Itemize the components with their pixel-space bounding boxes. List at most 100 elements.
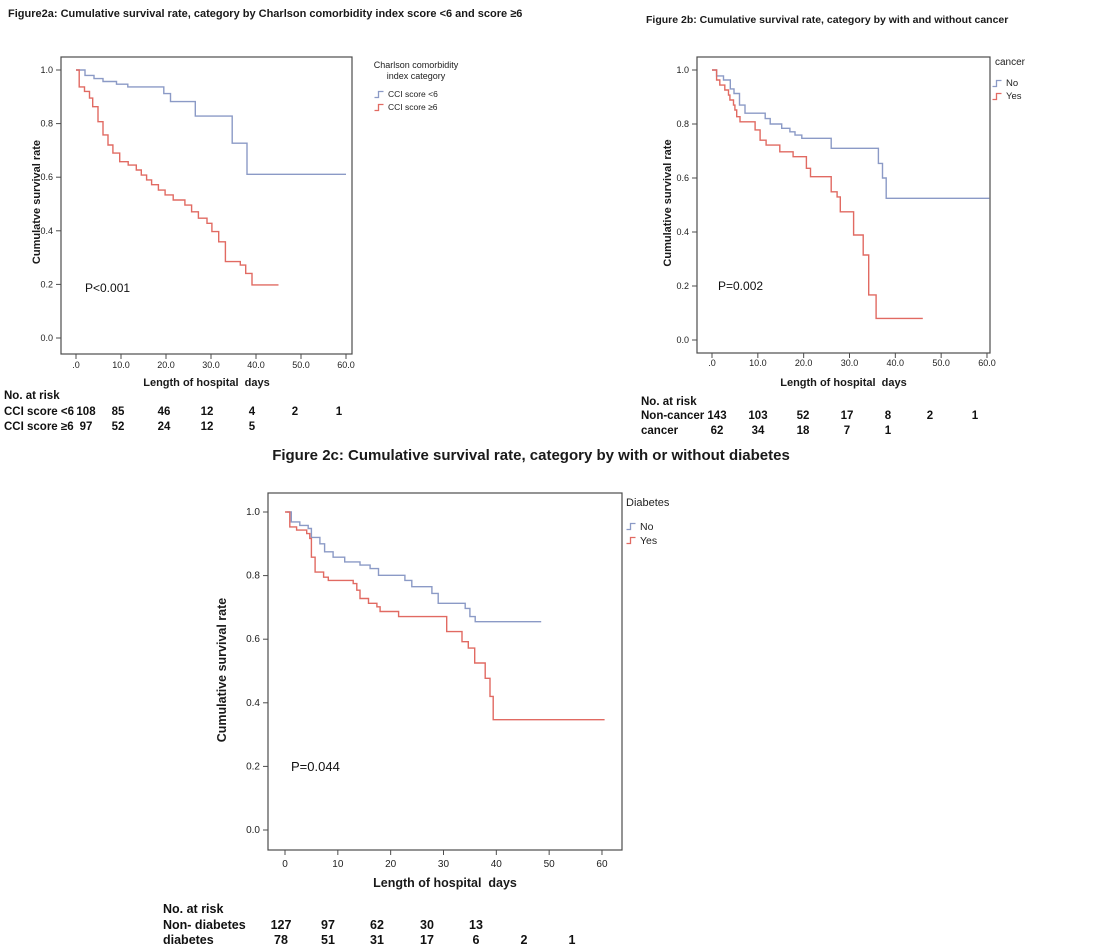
legend-title-2c: Diabetes [626, 497, 670, 509]
step-line-icon [992, 92, 1002, 100]
p-value-label-2b: P=0.002 [718, 279, 764, 293]
x-tick-label: 60.0 [337, 360, 355, 370]
x-tick-label: 40 [491, 859, 503, 870]
at-risk-count: 143 [707, 410, 727, 422]
figure-2a-panel: 1.0 0.8 0.6 0.4 0.2 0.0 .0 10.0 20.0 30.0 40.0 50.0… [0, 0, 640, 445]
x-axis-label-2c: Length of hospital days [373, 876, 517, 890]
y-tick-label: 1.0 [676, 65, 689, 75]
y-tick-label: 0.8 [676, 119, 689, 129]
p-value-label-2a: P<0.001 [85, 281, 131, 295]
at-risk-count: 1 [971, 410, 979, 422]
y-tick-label: 0.2 [40, 279, 53, 289]
y-tick-label: 0.8 [40, 119, 53, 129]
at-risk-count: 1 [335, 406, 343, 418]
at-risk-row-label: CCI score <6 [4, 406, 74, 418]
step-line-glyph [992, 79, 1002, 87]
at-risk-count: 13 [469, 918, 483, 932]
legend-title-2b: cancer [995, 57, 1026, 68]
at-risk-count: 1 [568, 933, 576, 945]
survival-curve-yes [712, 69, 923, 320]
at-risk-count: 5 [248, 421, 256, 433]
at-risk-count: 97 [79, 421, 93, 433]
at-risk-count: 34 [751, 425, 765, 437]
legend-item: CCI score ≥6 [374, 102, 476, 113]
y-tick-label: 0.6 [676, 173, 689, 183]
legend-item-label: CCI score ≥6 [388, 102, 438, 112]
y-tick-label: 0.4 [246, 698, 260, 709]
at-risk-count: 4 [248, 406, 256, 418]
x-tick-label: .0 [72, 360, 80, 370]
p-value-label-2c: P=0.044 [291, 759, 340, 774]
x-axis-label-2b: Length of hospital days [780, 377, 907, 389]
y-tick-label: 0.0 [40, 333, 53, 343]
step-line-icon [374, 90, 384, 98]
at-risk-count: 6 [472, 933, 480, 945]
y-tick-label: 0.6 [40, 172, 53, 182]
legend-2c: Diabetes No Yes [626, 497, 750, 549]
at-risk-count: 17 [840, 410, 854, 422]
x-tick-label: 40.0 [887, 358, 905, 368]
step-line-icon [374, 103, 384, 111]
x-tick-label: .0 [708, 358, 716, 368]
legend-items-2b: No Yes [992, 78, 1102, 102]
y-tick-label: 0.0 [676, 335, 689, 345]
plot-frame [696, 56, 991, 354]
x-tick-label: 40.0 [247, 360, 265, 370]
figure-2c-panel: 1.0 0.8 0.6 0.4 0.2 0.0 0 10 20 30 40 50 60 Figure 2… [0, 445, 1118, 945]
at-risk-row-label: diabetes [163, 933, 214, 945]
at-risk-count: 18 [796, 425, 810, 437]
survival-plot-2a: 1.0 0.8 0.6 0.4 0.2 0.0 .0 10.0 20.0 30.0 40.0 50.0… [40, 56, 355, 370]
y-tick-label: 0.4 [676, 227, 689, 237]
x-tick-label: 30.0 [841, 358, 859, 368]
at-risk-header-2b: No. at risk [641, 396, 697, 408]
at-risk-count: 12 [200, 421, 214, 433]
x-tick-label: 20.0 [795, 358, 813, 368]
legend-item-label: CCI score <6 [388, 89, 438, 99]
y-axis-label-2c: Cumulative survival rate [215, 597, 229, 743]
legend-item-label: No [1006, 77, 1019, 89]
legend-items-2c: No Yes [626, 521, 750, 547]
legend-2b: cancer No Yes [992, 57, 1102, 104]
y-axis-label-2b: Cumulative survival rate [662, 139, 674, 267]
at-risk-count: 127 [270, 918, 292, 932]
legend-item: Yes [626, 535, 750, 547]
at-risk-count: 103 [748, 410, 768, 422]
x-tick-label: 30 [438, 859, 450, 870]
survival-plot-2c: 1.0 0.8 0.6 0.4 0.2 0.0 0 10 20 30 40 50 60 [246, 492, 623, 870]
legend-item: Yes [992, 91, 1102, 102]
at-risk-count: 78 [274, 933, 288, 945]
at-risk-count: 46 [157, 406, 171, 418]
step-line-glyph [992, 92, 1002, 100]
plot-frame [60, 56, 353, 355]
legend-item-label: No [640, 520, 654, 533]
survival-curve-cci-score-6 [76, 69, 346, 175]
step-line-icon [992, 79, 1002, 87]
at-risk-count: 52 [111, 421, 125, 433]
at-risk-row-label: Non- diabetes [163, 918, 246, 932]
x-tick-label: 50.0 [292, 360, 310, 370]
at-risk-count: 2 [926, 410, 934, 422]
legend-items-2a: CCI score <6 CCI score ≥6 [374, 89, 476, 113]
x-tick-label: 0 [282, 859, 288, 870]
figure-2a-title: Figure2a: Cumulative survival rate, cate… [8, 8, 523, 20]
at-risk-row-label: CCI score ≥6 [4, 421, 74, 433]
at-risk-row-label: Non-cancer [641, 410, 705, 422]
x-axis-label-2a: Length of hospital days [143, 377, 270, 389]
legend-title-2a: Charlson comorbidity index category [373, 60, 459, 82]
figure-2c-title: Figure 2c: Cumulative survival rate, cat… [272, 447, 790, 464]
step-line-glyph [374, 103, 384, 111]
at-risk-count: 52 [796, 410, 810, 422]
y-tick-label: 0.4 [40, 226, 53, 236]
step-line-glyph [374, 90, 384, 98]
at-risk-count: 7 [843, 425, 851, 437]
plot-frame [267, 492, 623, 851]
at-risk-count: 108 [76, 406, 96, 418]
step-line-icon [626, 537, 636, 545]
x-tick-label: 20 [385, 859, 397, 870]
step-line-glyph [626, 537, 636, 545]
y-tick-label: 0.6 [246, 634, 260, 645]
at-risk-count: 62 [370, 918, 384, 932]
survival-curve-no [286, 511, 542, 623]
survival-curve-yes [285, 511, 605, 721]
